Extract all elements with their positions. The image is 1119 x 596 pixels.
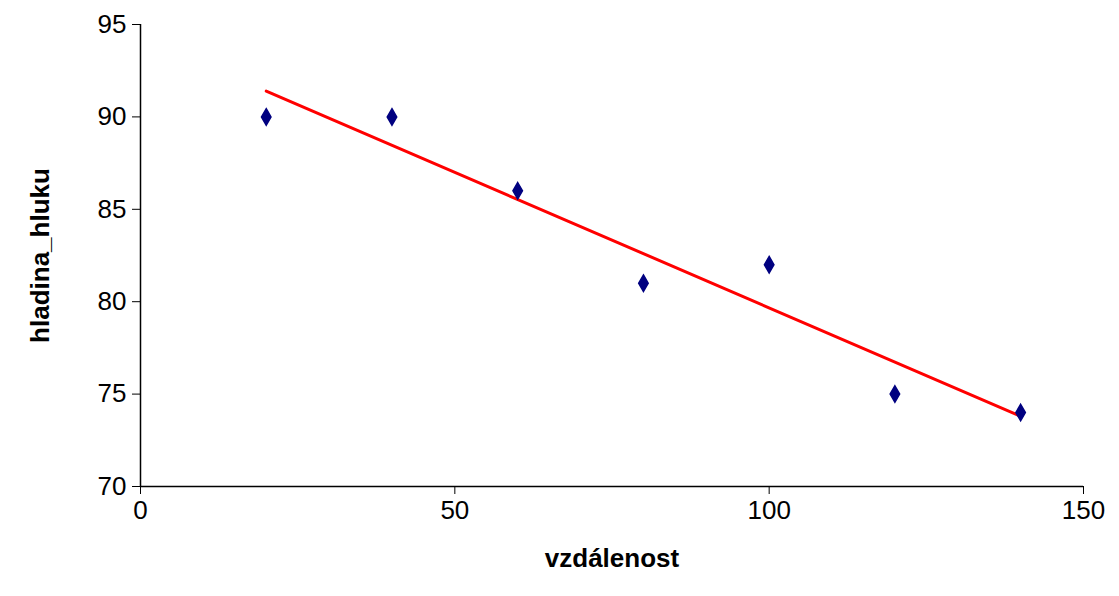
svg-text:hladina_hluku: hladina_hluku bbox=[25, 168, 55, 343]
svg-text:0: 0 bbox=[133, 495, 147, 525]
svg-text:50: 50 bbox=[440, 495, 469, 525]
svg-text:75: 75 bbox=[98, 378, 127, 408]
svg-text:90: 90 bbox=[98, 101, 127, 131]
svg-text:100: 100 bbox=[747, 495, 790, 525]
svg-text:70: 70 bbox=[98, 471, 127, 501]
svg-text:85: 85 bbox=[98, 194, 127, 224]
svg-text:150: 150 bbox=[1062, 495, 1105, 525]
svg-text:80: 80 bbox=[98, 286, 127, 316]
svg-text:vzdálenost: vzdálenost bbox=[545, 543, 680, 573]
svg-text:95: 95 bbox=[98, 9, 127, 39]
